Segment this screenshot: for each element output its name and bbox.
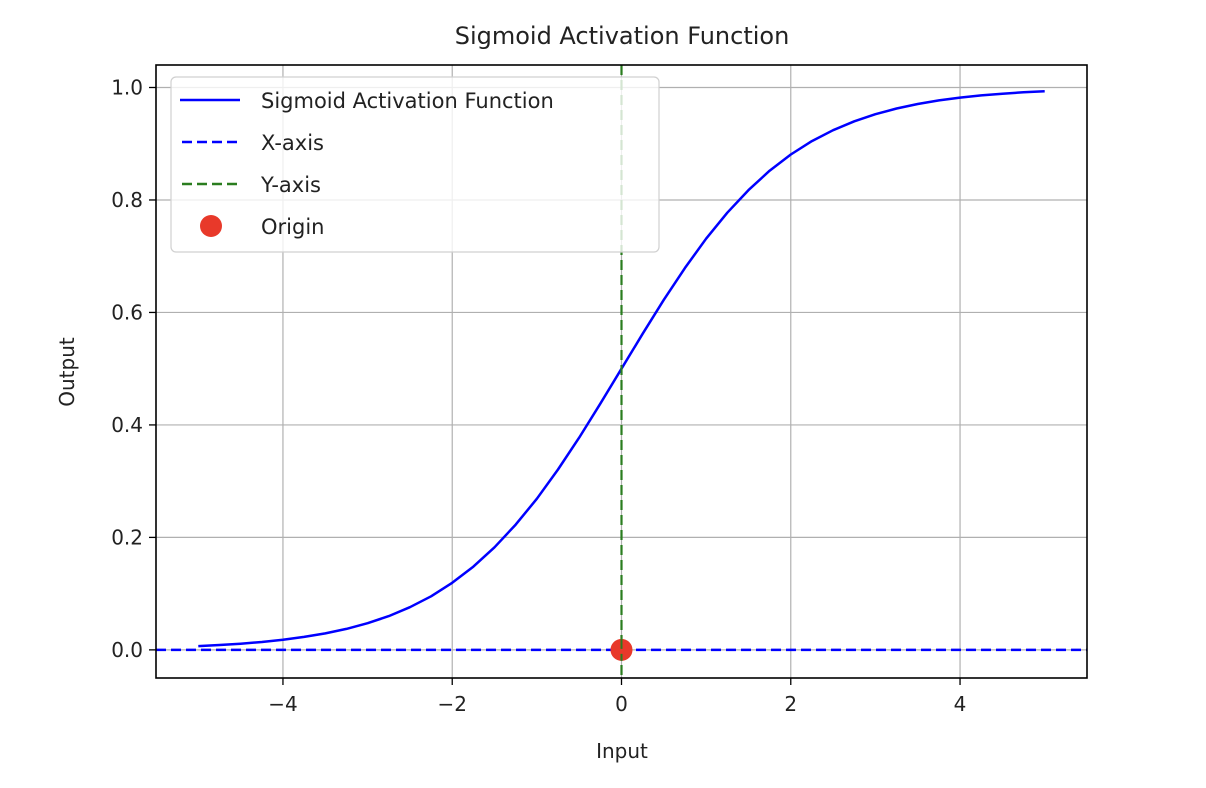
x-axis-label: Input <box>596 739 648 763</box>
x-tick-label: −4 <box>268 692 297 716</box>
legend-y-axis-label: Y-axis <box>260 173 321 197</box>
chart-title: Sigmoid Activation Function <box>455 22 790 50</box>
legend-origin-marker <box>200 215 222 237</box>
legend-box <box>170 76 660 253</box>
origin-marker <box>610 638 633 661</box>
y-tick-label: 0.2 <box>111 525 143 549</box>
y-tick-label: 0.0 <box>111 638 143 662</box>
ticks: −4 −2 0 2 4 0.0 0.2 0.4 0.6 0.8 1.0 <box>111 75 966 716</box>
legend: Sigmoid Activation Function X-axis Y-axi… <box>170 76 660 253</box>
y-tick-label: 0.6 <box>111 300 143 324</box>
y-tick-label: 1.0 <box>111 75 143 99</box>
y-tick-label: 0.4 <box>111 413 143 437</box>
legend-x-axis-label: X-axis <box>261 131 324 155</box>
x-tick-label: 4 <box>954 692 967 716</box>
x-tick-label: −2 <box>437 692 466 716</box>
plot-area <box>156 65 1087 678</box>
x-tick-label: 0 <box>615 692 628 716</box>
y-tick-label: 0.8 <box>111 188 143 212</box>
x-tick-label: 2 <box>784 692 797 716</box>
legend-origin-label: Origin <box>261 215 324 239</box>
y-axis-label: Output <box>55 337 79 407</box>
legend-sigmoid-label: Sigmoid Activation Function <box>261 89 554 113</box>
